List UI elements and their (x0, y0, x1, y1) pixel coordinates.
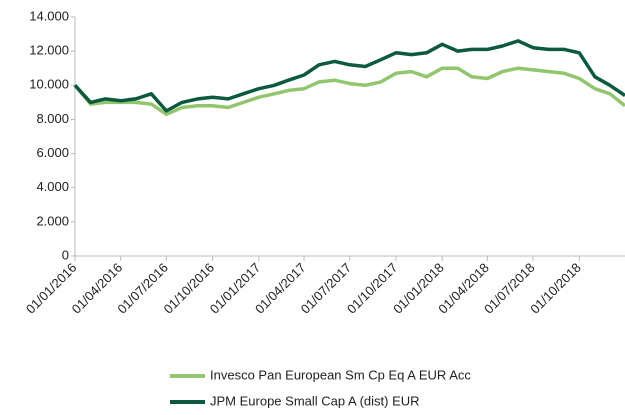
y-tick-label: 4.000 (36, 179, 69, 194)
x-tick-label: 01/10/2018 (527, 260, 584, 317)
y-tick-label: 12.000 (29, 43, 69, 58)
y-tick-label: 0 (62, 247, 69, 262)
series-line (73, 66, 625, 117)
legend-label: JPM Europe Small Cap A (dist) EUR (210, 393, 420, 408)
y-tick-label: 6.000 (36, 145, 69, 160)
legend-label: Invesco Pan European Sm Cp Eq A EUR Acc (210, 367, 471, 382)
y-tick-label: 8.000 (36, 111, 69, 126)
y-tick-label: 10.000 (29, 77, 69, 92)
y-tick-label: 2.000 (36, 213, 69, 228)
y-tick-label: 14.000 (29, 8, 69, 23)
series-line (73, 39, 625, 113)
